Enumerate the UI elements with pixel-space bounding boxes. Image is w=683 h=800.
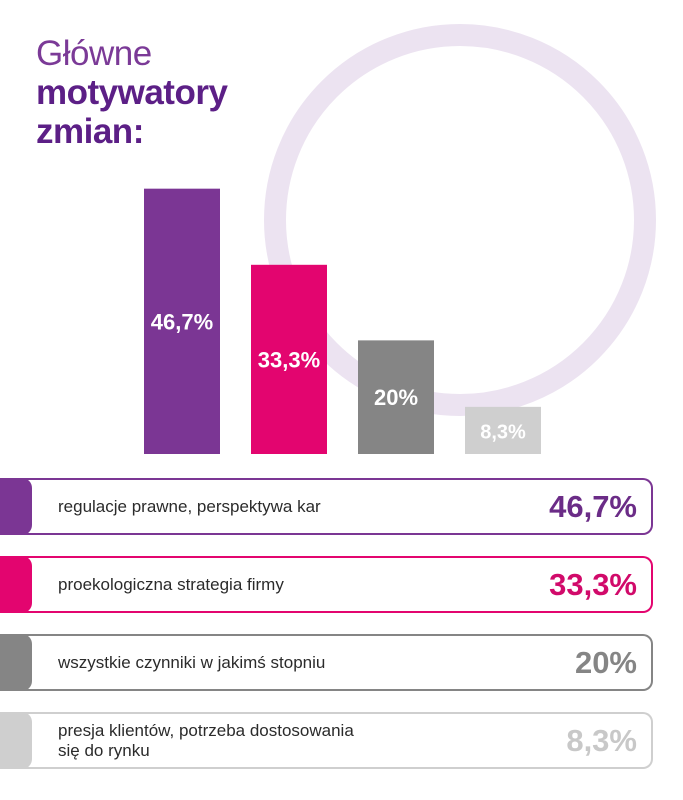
legend-item-1: regulacje prawne, perspektywa kar 46,7%	[0, 478, 655, 535]
bar-label-3: 20%	[374, 385, 418, 410]
legend-text-2: proekologiczna strategia firmy	[58, 556, 458, 613]
legend-text-2-line-1: proekologiczna strategia firmy	[58, 574, 284, 594]
legend-text-4: presja klientów, potrzeba dostosowania s…	[58, 712, 458, 769]
legend-value-2: 33,3%	[549, 566, 637, 602]
bar-2	[251, 264, 327, 454]
bars-group: 46,7% 33,3% 20% 8,3%	[144, 188, 541, 454]
legend-text-4-line-1: presja klientów, potrzeba dostosowania	[58, 720, 354, 740]
bar-label-2: 33,3%	[258, 347, 320, 372]
legend-box-3	[14, 634, 653, 691]
legend-item-3: wszystkie czynniki w jakimś stopniu 20%	[0, 634, 655, 691]
legend-text-1-line-1: regulacje prawne, perspektywa kar	[58, 496, 321, 516]
title-line-2: motywatory	[36, 73, 228, 112]
legend-item-2: proekologiczna strategia firmy 33,3%	[0, 556, 655, 613]
bar-3	[358, 340, 434, 454]
legend-text-3-line-1: wszystkie czynniki w jakimś stopniu	[58, 652, 326, 672]
legend-value-1: 46,7%	[549, 488, 637, 524]
chart-title: Główne motywatory zmian:	[36, 34, 228, 151]
bar-4	[465, 406, 541, 454]
title-line-1: Główne	[36, 34, 152, 73]
title-line-3: zmian:	[36, 112, 144, 151]
legend-text-4-line-2: się do rynku	[58, 740, 150, 760]
bar-label-4: 8,3%	[480, 421, 526, 443]
bar-1	[144, 188, 220, 454]
legend-value-3: 20%	[574, 644, 637, 680]
decorative-ring	[264, 24, 656, 416]
legend-value-4: 8,3%	[566, 722, 637, 758]
bar-chart: 46,7% 33,3% 20% 8,3%	[144, 24, 656, 454]
legend-text-3: wszystkie czynniki w jakimś stopniu	[58, 634, 458, 691]
legend-box-4	[14, 712, 653, 769]
legend-text-1: regulacje prawne, perspektywa kar	[58, 478, 458, 535]
legend-box-1	[14, 478, 653, 535]
legend-box-2	[14, 556, 653, 613]
legend-item-4: presja klientów, potrzeba dostosowania s…	[0, 712, 655, 769]
bar-label-1: 46,7%	[151, 309, 213, 334]
